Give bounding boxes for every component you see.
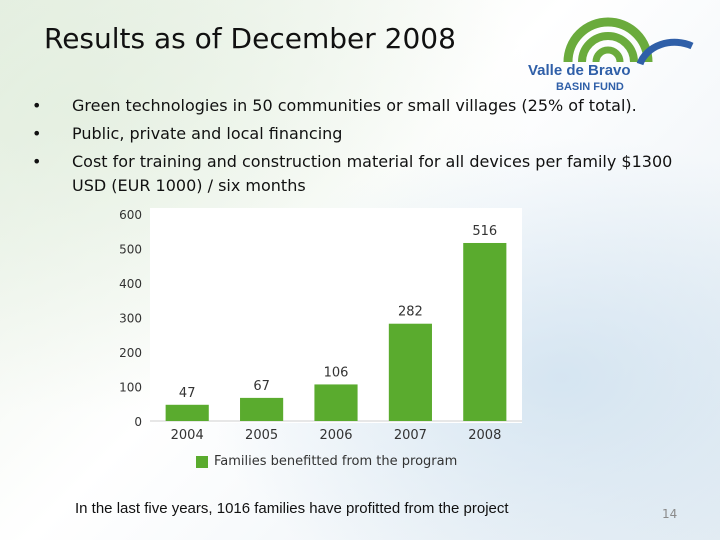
y-tick-label: 200 xyxy=(119,346,142,360)
bullet-item: • Public, private and local financing xyxy=(28,122,688,146)
y-tick-label: 300 xyxy=(119,312,142,326)
page-number: 14 xyxy=(662,507,678,521)
logo-line1: Valle de Bravo xyxy=(528,62,631,79)
y-tick-label: 0 xyxy=(134,415,142,429)
logo-line2: BASIN FUND xyxy=(556,81,624,93)
slide-caption: In the last five years, 1016 families ha… xyxy=(75,500,509,517)
bullet-list: • Green technologies in 50 communities or… xyxy=(28,94,688,202)
x-tick-label: 2005 xyxy=(245,428,278,443)
data-label: 47 xyxy=(179,386,196,401)
data-label: 516 xyxy=(472,224,497,239)
chart-legend: Families benefitted from the program xyxy=(196,454,457,469)
bullet-dot: • xyxy=(32,124,42,143)
bullet-item: • Green technologies in 50 communities or… xyxy=(28,94,688,118)
bar-2004 xyxy=(165,404,209,421)
bar-2008 xyxy=(463,242,507,421)
logo-arcs-icon xyxy=(563,17,694,66)
x-tick-label: 2007 xyxy=(394,428,427,443)
bullet-text: Cost for training and construction mater… xyxy=(72,152,673,195)
slide-title: Results as of December 2008 xyxy=(44,22,456,55)
bar-2006 xyxy=(314,384,358,421)
x-tick-label: 2004 xyxy=(171,428,204,443)
legend-swatch xyxy=(196,455,208,468)
y-tick-label: 400 xyxy=(119,277,142,291)
x-tick-label: 2006 xyxy=(319,428,352,443)
bar-2007 xyxy=(388,323,432,421)
y-tick-label: 100 xyxy=(119,381,142,395)
bullet-text: Public, private and local financing xyxy=(72,124,343,143)
y-tick-label: 600 xyxy=(119,208,142,222)
bar-2005 xyxy=(240,397,284,421)
legend-label: Families benefitted from the program xyxy=(214,454,458,469)
x-tick-label: 2008 xyxy=(468,428,501,443)
bullet-item: • Cost for training and construction mate… xyxy=(28,150,688,198)
data-label: 282 xyxy=(398,305,423,320)
data-label: 67 xyxy=(253,379,270,394)
data-label: 106 xyxy=(324,365,349,380)
valle-de-bravo-logo: Valle de Bravo BASIN FUND xyxy=(528,17,694,93)
bullet-dot: • xyxy=(32,96,42,115)
bullet-text: Green technologies in 50 communities or … xyxy=(72,96,637,115)
y-tick-label: 500 xyxy=(119,243,142,257)
bullet-dot: • xyxy=(32,152,42,171)
